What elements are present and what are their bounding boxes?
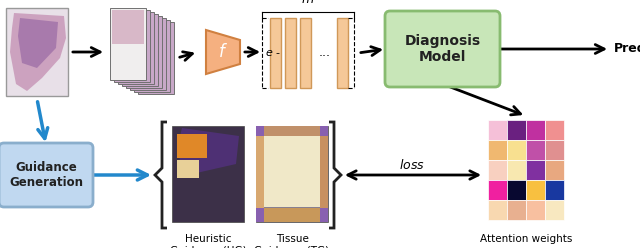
FancyBboxPatch shape: [300, 18, 311, 88]
FancyBboxPatch shape: [545, 180, 564, 200]
FancyBboxPatch shape: [488, 140, 507, 160]
Text: Attention weights: Attention weights: [480, 234, 572, 244]
FancyBboxPatch shape: [6, 8, 68, 96]
FancyBboxPatch shape: [507, 200, 526, 220]
FancyBboxPatch shape: [256, 136, 264, 208]
FancyBboxPatch shape: [256, 208, 328, 222]
FancyBboxPatch shape: [526, 120, 545, 140]
FancyBboxPatch shape: [112, 10, 144, 44]
Polygon shape: [206, 30, 240, 74]
Text: $m$: $m$: [301, 0, 315, 6]
Polygon shape: [18, 18, 58, 68]
FancyBboxPatch shape: [114, 10, 150, 82]
FancyBboxPatch shape: [507, 140, 526, 160]
Text: $e$ -: $e$ -: [265, 48, 281, 58]
FancyBboxPatch shape: [385, 11, 500, 87]
FancyBboxPatch shape: [526, 140, 545, 160]
FancyBboxPatch shape: [134, 20, 170, 92]
Text: Tissue
Guidance (TG): Tissue Guidance (TG): [255, 234, 330, 248]
FancyBboxPatch shape: [264, 136, 320, 207]
FancyBboxPatch shape: [488, 180, 507, 200]
Polygon shape: [178, 128, 239, 174]
FancyBboxPatch shape: [545, 160, 564, 180]
FancyBboxPatch shape: [130, 18, 166, 90]
FancyBboxPatch shape: [256, 126, 328, 136]
Text: Predictions: Predictions: [614, 42, 640, 56]
FancyBboxPatch shape: [526, 160, 545, 180]
FancyBboxPatch shape: [110, 8, 146, 80]
FancyBboxPatch shape: [118, 12, 154, 84]
FancyBboxPatch shape: [545, 200, 564, 220]
FancyBboxPatch shape: [122, 14, 158, 86]
FancyBboxPatch shape: [256, 126, 328, 222]
FancyBboxPatch shape: [507, 160, 526, 180]
FancyBboxPatch shape: [177, 134, 207, 158]
FancyBboxPatch shape: [320, 208, 328, 222]
FancyBboxPatch shape: [526, 180, 545, 200]
FancyBboxPatch shape: [488, 200, 507, 220]
FancyBboxPatch shape: [488, 160, 507, 180]
FancyBboxPatch shape: [270, 18, 281, 88]
FancyBboxPatch shape: [545, 120, 564, 140]
FancyBboxPatch shape: [526, 200, 545, 220]
Text: Guidance
Generation: Guidance Generation: [9, 161, 83, 189]
FancyBboxPatch shape: [256, 208, 264, 222]
Text: Diagnosis
Model: Diagnosis Model: [404, 34, 481, 64]
FancyBboxPatch shape: [0, 143, 93, 207]
FancyBboxPatch shape: [177, 160, 199, 178]
Text: ...: ...: [319, 47, 331, 60]
FancyBboxPatch shape: [545, 140, 564, 160]
Polygon shape: [10, 13, 66, 91]
FancyBboxPatch shape: [320, 126, 328, 136]
FancyBboxPatch shape: [285, 18, 296, 88]
FancyBboxPatch shape: [126, 16, 162, 88]
Text: Heuristic
Guidance (HG): Heuristic Guidance (HG): [170, 234, 246, 248]
Text: $loss$: $loss$: [399, 158, 425, 172]
FancyBboxPatch shape: [488, 120, 507, 140]
Text: $f$: $f$: [218, 43, 228, 61]
FancyBboxPatch shape: [138, 22, 174, 94]
FancyBboxPatch shape: [256, 126, 264, 136]
FancyBboxPatch shape: [507, 120, 526, 140]
FancyBboxPatch shape: [172, 126, 244, 222]
FancyBboxPatch shape: [507, 180, 526, 200]
FancyBboxPatch shape: [337, 18, 348, 88]
FancyBboxPatch shape: [320, 136, 328, 208]
